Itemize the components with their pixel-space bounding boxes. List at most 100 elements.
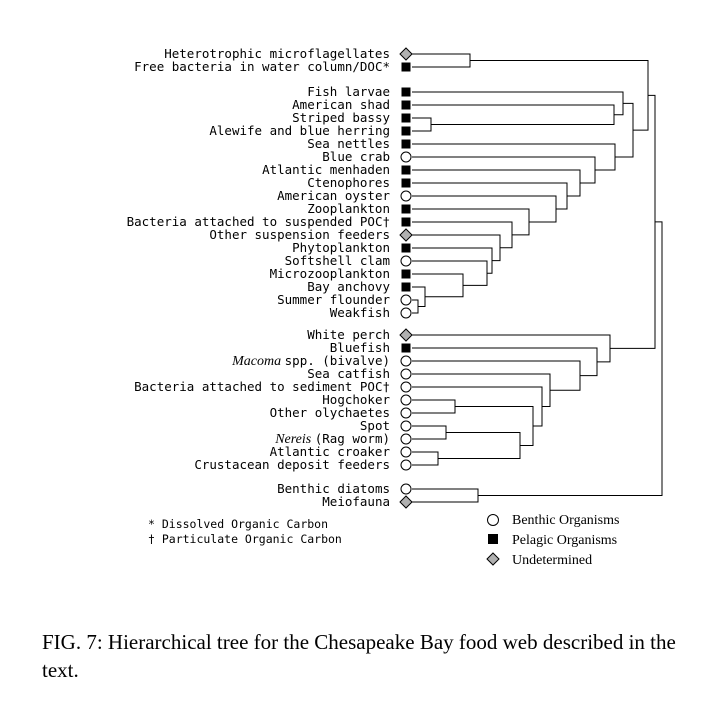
pelagic-marker — [401, 217, 411, 227]
dendrogram-branches — [412, 53, 663, 503]
leaf-label: Other suspension feeders — [209, 227, 390, 242]
leaf-label-text: Weakfish — [330, 305, 390, 320]
leaf-label: Phytoplankton — [292, 240, 390, 255]
tree-branch — [412, 117, 432, 132]
tree-branch — [412, 425, 447, 440]
benthic-marker — [400, 355, 412, 367]
pelagic-marker — [401, 178, 411, 188]
footnote-doc: * Dissolved Organic Carbon — [148, 517, 328, 531]
leaf-label: Sea nettles — [307, 136, 390, 151]
leaf-label: Bluefish — [330, 340, 390, 355]
tree-branch — [412, 53, 471, 68]
leaf-label: White perch — [307, 327, 390, 342]
leaf-label-text: Softshell clam — [285, 253, 390, 268]
pelagic-marker — [401, 165, 411, 175]
leaf-label-text: Spot — [360, 418, 390, 433]
leaf-label-text: Blue crab — [322, 149, 390, 164]
leaf-label-text: Sea catfish — [307, 366, 390, 381]
leaf-label: Bacteria attached to sediment POC† — [134, 379, 390, 394]
leaf-label: Spot — [360, 418, 390, 433]
legend-benthic-label: Benthic Organisms — [512, 513, 619, 528]
footnotes: * Dissolved Organic Carbon † Particulate… — [148, 517, 342, 546]
leaf-label-text: spp. (bivalve) — [285, 353, 390, 368]
tree-branch — [412, 399, 456, 414]
leaf-label-text: American shad — [292, 97, 390, 112]
leaf-label: Hogchoker — [322, 392, 390, 407]
benthic-marker — [400, 368, 412, 380]
benthic-marker — [400, 483, 412, 495]
leaf-label-italic: Nereis — [274, 432, 315, 447]
benthic-marker — [400, 394, 412, 406]
benthic-marker — [400, 381, 412, 393]
benthic-marker — [400, 151, 412, 163]
legend: Benthic Organisms Pelagic Organisms Unde… — [486, 513, 619, 568]
leaf-markers — [399, 47, 413, 509]
benthic-marker — [400, 459, 412, 471]
leaf-label: Other olychaetes — [270, 405, 390, 420]
leaf-label: Atlantic croaker — [270, 444, 391, 459]
leaf-label-text: Atlantic croaker — [270, 444, 391, 459]
pelagic-marker — [401, 139, 411, 149]
benthic-marker — [400, 307, 412, 319]
leaf-label: Meiofauna — [322, 494, 390, 509]
leaf-label: Heterotrophic microflagellates — [164, 46, 390, 61]
leaf-label-text: Striped bassy — [292, 110, 390, 125]
benthic-marker — [400, 190, 412, 202]
tree-branch — [455, 406, 534, 446]
legend-pelagic-label: Pelagic Organisms — [512, 533, 617, 548]
leaf-label: Microzooplankton — [270, 266, 390, 281]
leaf-label-text: Bacteria attached to suspended POC† — [127, 214, 390, 229]
leaf-label-text: Fish larvae — [307, 84, 390, 99]
figure-caption: FIG. 7: Hierarchical tree for the Chesap… — [42, 630, 676, 682]
benthic-marker — [400, 407, 412, 419]
leaf-label: Macoma spp. (bivalve) — [231, 353, 390, 369]
leaf-label-text: (Rag worm) — [315, 431, 390, 446]
tree-branch — [438, 432, 521, 459]
leaf-label: Striped bassy — [292, 110, 390, 125]
leaf-label: Zooplankton — [307, 201, 390, 216]
leaf-label: Benthic diatoms — [277, 481, 390, 496]
undetermined-marker — [399, 328, 413, 342]
legend-undetermined-marker — [486, 552, 500, 566]
tree-branch — [412, 488, 479, 503]
pelagic-marker — [401, 204, 411, 214]
pelagic-marker — [401, 343, 411, 353]
leaf-label-text: Other olychaetes — [270, 405, 390, 420]
leaf-label-text: Alewife and blue herring — [209, 123, 390, 138]
legend-pelagic-marker — [488, 534, 498, 544]
leaf-label: Atlantic menhaden — [262, 162, 390, 177]
undetermined-marker — [399, 47, 413, 61]
tree-branch — [478, 221, 663, 496]
leaf-label-text: Meiofauna — [322, 494, 390, 509]
tree-branch — [412, 91, 624, 116]
pelagic-marker — [401, 269, 411, 279]
leaf-label-text: Crustacean deposit feeders — [194, 457, 390, 472]
undetermined-marker — [399, 228, 413, 242]
tree-branch — [470, 60, 649, 131]
pelagic-marker — [401, 126, 411, 136]
tree-branch — [412, 360, 581, 391]
undetermined-marker — [399, 495, 413, 509]
leaf-label-text: Hogchoker — [322, 392, 390, 407]
tree-branch — [412, 273, 464, 298]
leaf-label: Crustacean deposit feeders — [194, 457, 390, 472]
leaf-label: Nereis (Rag worm) — [274, 431, 390, 447]
leaf-label-text: Bay anchovy — [307, 279, 390, 294]
pelagic-marker — [401, 87, 411, 97]
tree-branch — [412, 260, 488, 286]
leaf-label: Ctenophores — [307, 175, 390, 190]
benthic-marker — [400, 433, 412, 445]
leaf-label-text: Other suspension feeders — [209, 227, 390, 242]
leaf-label: Weakfish — [330, 305, 390, 320]
leaf-label-text: Atlantic menhaden — [262, 162, 390, 177]
leaf-label-text: Sea nettles — [307, 136, 390, 151]
leaf-label-text: Benthic diatoms — [277, 481, 390, 496]
leaf-label-text: Microzooplankton — [270, 266, 390, 281]
leaf-label-text: White perch — [307, 327, 390, 342]
benthic-marker — [400, 420, 412, 432]
leaf-label-text: Free bacteria in water column/DOC* — [134, 59, 390, 74]
leaf-label-text: American oyster — [277, 188, 390, 203]
leaf-label: Fish larvae — [307, 84, 390, 99]
leaf-label: Alewife and blue herring — [209, 123, 390, 138]
